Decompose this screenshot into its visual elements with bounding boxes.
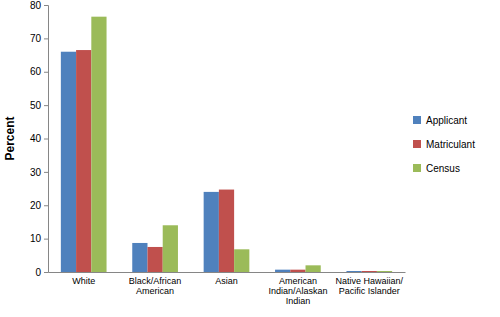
tick-mark — [44, 72, 48, 73]
y-axis-title: Percent — [3, 116, 17, 160]
tick-label: 60 — [30, 66, 42, 77]
bars — [61, 17, 392, 272]
legend-label: Applicant — [426, 115, 467, 126]
tick-mark — [44, 272, 48, 273]
tick-mark — [44, 172, 48, 173]
tick: AmericanIndian/AlaskanIndian — [268, 272, 327, 306]
tick-label: 80 — [30, 0, 42, 11]
bar — [290, 270, 305, 272]
tick: 20 — [30, 200, 48, 211]
tick-label: Asian — [215, 276, 238, 286]
tick: 40 — [30, 133, 48, 144]
bar — [147, 247, 162, 272]
tick-label: 40 — [30, 133, 42, 144]
tick-mark — [44, 5, 48, 6]
bar — [76, 50, 91, 272]
tick: 10 — [30, 233, 48, 244]
plot: 0 10 20 30 40 50 60 70 80 White Black/AfricanAmeri… — [30, 0, 406, 306]
bar — [132, 243, 147, 272]
bar — [234, 249, 249, 272]
tick-label: Native Hawaiian/Pacific Islander — [336, 276, 404, 296]
tick-label: 70 — [30, 33, 42, 44]
bar — [362, 271, 377, 272]
tick: Asian — [215, 272, 238, 286]
tick-label: AmericanIndian/AlaskanIndian — [268, 276, 327, 306]
tick-label: 10 — [30, 233, 42, 244]
tick-label: 50 — [30, 100, 42, 111]
tick-mark — [44, 105, 48, 106]
legend-label: Matriculant — [426, 139, 475, 150]
legend-swatch — [413, 164, 421, 172]
tick: 50 — [30, 100, 48, 111]
bar — [91, 17, 106, 272]
tick-mark — [44, 239, 48, 240]
axis-line — [49, 272, 406, 273]
tick-mark — [44, 139, 48, 140]
legend-item: Matriculant — [413, 139, 475, 150]
tick-label: 20 — [30, 200, 42, 211]
chart: 0 10 20 30 40 50 60 70 80 White Black/AfricanAmeri… — [0, 0, 500, 317]
bar — [346, 271, 361, 272]
bar — [61, 52, 76, 272]
legend-item: Census — [413, 163, 460, 174]
tick-label: 30 — [30, 167, 42, 178]
y-axis: 0 10 20 30 40 50 60 70 80 — [30, 0, 49, 278]
bar — [163, 225, 178, 272]
tick: 70 — [30, 33, 48, 44]
tick: 30 — [30, 167, 48, 178]
legend: Applicant Matriculant Census — [413, 115, 475, 174]
bar — [306, 265, 321, 272]
tick: Black/AfricanAmerican — [129, 272, 182, 296]
bar — [377, 271, 392, 272]
legend-swatch — [413, 116, 421, 124]
tick: 0 — [35, 267, 48, 278]
x-axis: White Black/AfricanAmerican Asian AmericanI… — [49, 272, 406, 306]
tick: Native Hawaiian/Pacific Islander — [336, 272, 404, 296]
tick: White — [72, 272, 95, 286]
bar — [204, 192, 219, 272]
legend-swatch — [413, 140, 421, 148]
tick: 80 — [30, 0, 48, 11]
tick-mark — [44, 205, 48, 206]
axis-line — [44, 6, 49, 273]
bar — [275, 270, 290, 272]
legend-label: Census — [426, 163, 460, 174]
tick-label: Black/AfricanAmerican — [129, 276, 182, 296]
tick-label: 0 — [35, 267, 41, 278]
tick: 60 — [30, 66, 48, 77]
tick-label: White — [72, 276, 95, 286]
legend-item: Applicant — [413, 115, 467, 126]
tick-mark — [44, 38, 48, 39]
bar — [219, 190, 234, 272]
